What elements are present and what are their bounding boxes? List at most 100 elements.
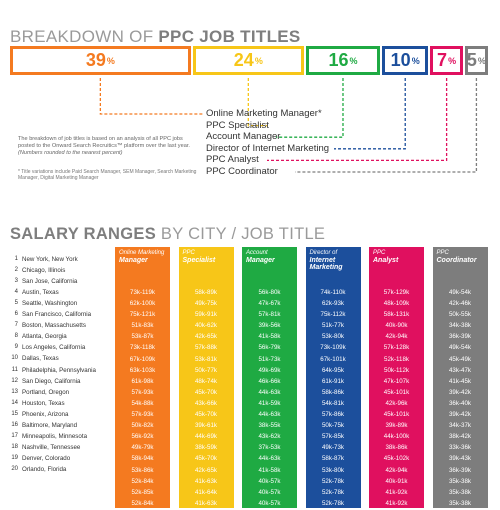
salary-cell: 53k-80k <box>321 333 344 341</box>
salary-cell: 35k-38k <box>448 499 471 507</box>
salary-cell: 49k-73k <box>321 444 344 452</box>
column-header-line1: PPC <box>436 250 449 256</box>
salary-cell: 45k-70k <box>194 388 217 396</box>
city-name: Boston, Massachusetts <box>22 322 86 330</box>
salary-cell: 50k-55k <box>448 311 471 319</box>
column-body: 73k-119k 62k-100k 75k-121k 51k-83k 53k-87k 73… <box>115 285 170 508</box>
salary-cell: 42k-94k <box>385 466 408 474</box>
salary-cell: 45k-101k <box>383 411 410 419</box>
city-name: Nashville, Tennessee <box>22 444 81 452</box>
bar-segment-coord: 5% <box>464 46 488 75</box>
row-number: 8 <box>14 333 18 340</box>
row-number: 16 <box>11 422 18 428</box>
salary-cell: 43k-47k <box>448 366 471 374</box>
legend-item-am: Account Manager <box>206 131 281 143</box>
salary-cell: 54k-81k <box>321 399 344 407</box>
salary-title-bold: SALARY RANGES <box>10 225 157 243</box>
salary-cell: 52k-118k <box>384 355 409 363</box>
salary-column-dim: Director of Internet Marketing 74k-110k 62k… <box>305 247 361 510</box>
legend-item-omm: Online Marketing Manager* <box>206 108 322 119</box>
salary-cell: 57k-85k <box>321 433 344 441</box>
salary-cell: 56k-79k <box>258 344 281 352</box>
salary-cell: 45k-102k <box>383 455 410 463</box>
breakdown-title-prefix: BREAKDOWN OF <box>10 27 159 46</box>
city-name: Orlando, Florida <box>22 466 67 474</box>
salary-cell: 41k-58k <box>258 333 281 341</box>
salary-cell: 58k-86k <box>321 388 344 396</box>
row-number: 17 <box>11 433 18 440</box>
city-name: Dallas, Texas <box>22 355 59 363</box>
bar-segment-am: 16% <box>305 46 381 75</box>
salary-cell: 67k-101k <box>320 355 346 363</box>
salary-cell: 45k-101k <box>383 388 410 396</box>
salary-cell: 67k-109k <box>129 355 156 363</box>
city-name: Atlanta, Georgia <box>22 333 67 341</box>
salary-cell: 41k-63k <box>194 499 217 507</box>
bar-segment-label: 5% <box>466 49 486 72</box>
column-body: 56k-80k 47k-67k 57k-81k 39k-56k 41k-58k 56k-7… <box>242 285 297 508</box>
city-name: San Jose, California <box>22 277 78 285</box>
city-name: Seattle, Washington <box>22 299 78 307</box>
city-name: San Diego, California <box>22 377 81 385</box>
bar-segment-label: 39% <box>13 49 188 72</box>
salary-cell: 41k-59k <box>258 399 281 407</box>
salary-cell: 39k-61k <box>194 422 217 430</box>
column-header-line2: Specialist <box>182 257 216 264</box>
city-name: Portland, Oregon <box>22 388 70 396</box>
salary-cell: 40k-57k <box>258 499 281 507</box>
row-number: 12 <box>11 377 18 384</box>
salary-cell: 45k-70k <box>194 411 217 419</box>
salary-cell: 47k-107k <box>383 377 410 385</box>
salary-cell: 75k-112k <box>320 311 346 319</box>
breakdown-title: BREAKDOWN OF PPC JOB TITLES <box>10 27 301 47</box>
salary-cell: 37k-53k <box>258 444 281 452</box>
bar-segment-label: 7% <box>433 49 460 72</box>
salary-column-omm: Online Marketing Manager 73k-119k 62k-100k 7… <box>115 247 170 510</box>
salary-cell: 39k-56k <box>258 322 281 330</box>
bar-segment-unit: % <box>254 55 263 66</box>
bar-segment-unit: % <box>106 55 115 66</box>
salary-cell: 57k-93k <box>131 388 154 396</box>
column-header-line1: Account <box>246 250 268 256</box>
legend-item-analyst: PPC Analyst <box>206 154 259 166</box>
breakdown-note: The breakdown of job titles is based on … <box>18 136 196 157</box>
salary-cell: 49k-54k <box>448 289 471 296</box>
salary-cell: 44k-69k <box>194 433 217 441</box>
salary-cell: 56k-92k <box>131 433 154 441</box>
row-number: 7 <box>14 322 18 329</box>
salary-cell: 35k-38k <box>448 477 471 485</box>
city-name: Minneapolis, Minnesota <box>22 433 88 441</box>
salary-title-rest: BY CITY / JOB TITLE <box>156 225 326 243</box>
bar-segment-analyst: 7% <box>430 46 463 75</box>
salary-cell: 42k-65k <box>194 466 217 474</box>
bar-segment-unit: % <box>448 55 457 66</box>
salary-cell: 42k-96k <box>385 399 408 407</box>
salary-cell: 52k-78k <box>321 499 344 507</box>
salary-cell: 40k-57k <box>258 488 281 496</box>
column-body: 57k-129k 48k-109k 58k-131k 40k-90k 42k-94k 57… <box>369 285 424 508</box>
row-number: 10 <box>11 355 18 362</box>
column-header-line1: PPC <box>182 250 195 256</box>
city-name: San Francisco, California <box>22 311 92 318</box>
salary-cell: 53k-81k <box>194 355 217 363</box>
breakdown-note-text: The breakdown of job titles is based on … <box>18 136 190 149</box>
salary-cell: 42k-46k <box>448 300 471 308</box>
salary-cell: 42k-94k <box>385 333 408 341</box>
salary-cell: 57k-86k <box>321 411 344 419</box>
salary-cell: 59k-91k <box>194 311 217 319</box>
salary-column-analyst: PPC Analyst 57k-129k 48k-109k 58k-131k 40k-90… <box>369 247 424 510</box>
row-number: 1 <box>14 255 18 262</box>
salary-cell: 57k-128k <box>383 344 410 352</box>
bar-segment-unit: % <box>477 55 486 66</box>
row-number: 11 <box>11 366 18 373</box>
row-number: 19 <box>11 455 18 462</box>
salary-cell: 51k-83k <box>131 322 154 330</box>
bar-segment-value: 5 <box>466 50 477 70</box>
job-title-legend: Online Marketing Manager* PPC Specialist A… <box>206 108 329 178</box>
salary-cell: 51k-77k <box>321 322 344 330</box>
salary-cell: 63k-103k <box>129 366 156 374</box>
salary-cell: 62k-100k <box>129 300 156 308</box>
salary-cell: 39k-42k <box>448 388 471 396</box>
salary-cell: 40k-57k <box>258 477 281 485</box>
bar-segment-label: 16% <box>308 49 378 72</box>
